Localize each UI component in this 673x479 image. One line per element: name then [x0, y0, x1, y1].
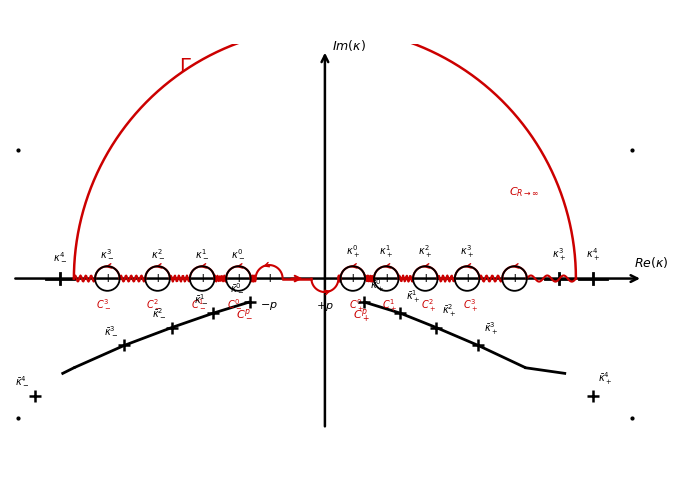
Text: $C_-^p$: $C_-^p$ [236, 308, 252, 320]
Text: $C_-^3$: $C_-^3$ [96, 297, 111, 310]
Text: $\bar{\kappa}_-^2$: $\bar{\kappa}_-^2$ [152, 307, 166, 319]
Text: $+$: $+$ [554, 272, 565, 285]
Text: $C_+^p$: $C_+^p$ [353, 308, 369, 325]
Text: $Im(\kappa)$: $Im(\kappa)$ [332, 38, 365, 53]
Text: $\kappa_+^2$: $\kappa_+^2$ [419, 243, 432, 260]
Text: $Re(\kappa)$: $Re(\kappa)$ [635, 255, 669, 270]
Text: $\kappa_+^3$: $\kappa_+^3$ [460, 243, 474, 260]
Text: $C_-^0$: $C_-^0$ [227, 297, 242, 310]
Text: $+$: $+$ [381, 272, 392, 285]
Text: $+$: $+$ [55, 272, 65, 285]
Text: $\kappa_+^3$: $\kappa_+^3$ [553, 246, 566, 263]
Text: $\bar{\kappa}_+^4$: $\bar{\kappa}_+^4$ [598, 371, 612, 388]
Text: $\bar{\kappa}_+^3$: $\bar{\kappa}_+^3$ [484, 320, 498, 337]
Text: $C_+^2$: $C_+^2$ [421, 297, 437, 314]
Text: $+$: $+$ [462, 272, 472, 285]
Text: $\kappa_-^2$: $\kappa_-^2$ [151, 247, 165, 260]
Text: $\bar{\kappa}_-^4$: $\bar{\kappa}_-^4$ [15, 375, 30, 388]
Text: $C_+^0$: $C_+^0$ [349, 297, 364, 314]
Text: $C_-^1$: $C_-^1$ [191, 297, 206, 310]
Text: $\bar{\kappa}_-^1$: $\bar{\kappa}_-^1$ [194, 292, 208, 305]
Text: $\Gamma$: $\Gamma$ [179, 57, 192, 76]
Text: $\bar{\kappa}_-^3$: $\bar{\kappa}_-^3$ [104, 324, 118, 337]
Text: $+$: $+$ [509, 272, 520, 285]
Text: $\kappa_+^4$: $\kappa_+^4$ [586, 246, 600, 263]
Text: $+p$: $+p$ [316, 300, 334, 313]
Text: $\kappa_+^1$: $\kappa_+^1$ [380, 243, 393, 260]
Text: $\bar{\kappa}_+^2$: $\bar{\kappa}_+^2$ [442, 302, 456, 319]
Text: $+$: $+$ [319, 272, 330, 285]
Text: $C_+^1$: $C_+^1$ [382, 297, 398, 314]
Text: $-p$: $-p$ [260, 300, 278, 312]
Text: $+$: $+$ [233, 272, 244, 285]
Text: $+$: $+$ [347, 272, 359, 285]
Text: $+$: $+$ [420, 272, 431, 285]
Text: $+$: $+$ [587, 272, 598, 285]
Text: $+$: $+$ [264, 272, 275, 285]
Text: $\kappa_-^0$: $\kappa_-^0$ [232, 247, 246, 260]
Text: $\kappa_-^4$: $\kappa_-^4$ [53, 250, 67, 263]
Text: $\bar{\kappa}_+^1$: $\bar{\kappa}_+^1$ [406, 288, 420, 305]
Text: $\kappa_+^0$: $\kappa_+^0$ [346, 243, 360, 260]
Text: $C_-^2$: $C_-^2$ [146, 297, 162, 310]
Text: $C_{R\to\infty}$: $C_{R\to\infty}$ [509, 185, 539, 199]
Text: $\kappa_-^1$: $\kappa_-^1$ [195, 247, 209, 260]
Text: $+$: $+$ [152, 272, 163, 285]
Text: $\bar{\kappa}_+^0$: $\bar{\kappa}_+^0$ [369, 277, 384, 294]
Text: $+$: $+$ [102, 272, 113, 285]
Text: $\bar{\kappa}_-^0$: $\bar{\kappa}_-^0$ [230, 281, 244, 294]
Text: $+$: $+$ [197, 272, 208, 285]
Text: $C_+^3$: $C_+^3$ [463, 297, 479, 314]
Text: $\kappa_-^3$: $\kappa_-^3$ [100, 247, 114, 260]
